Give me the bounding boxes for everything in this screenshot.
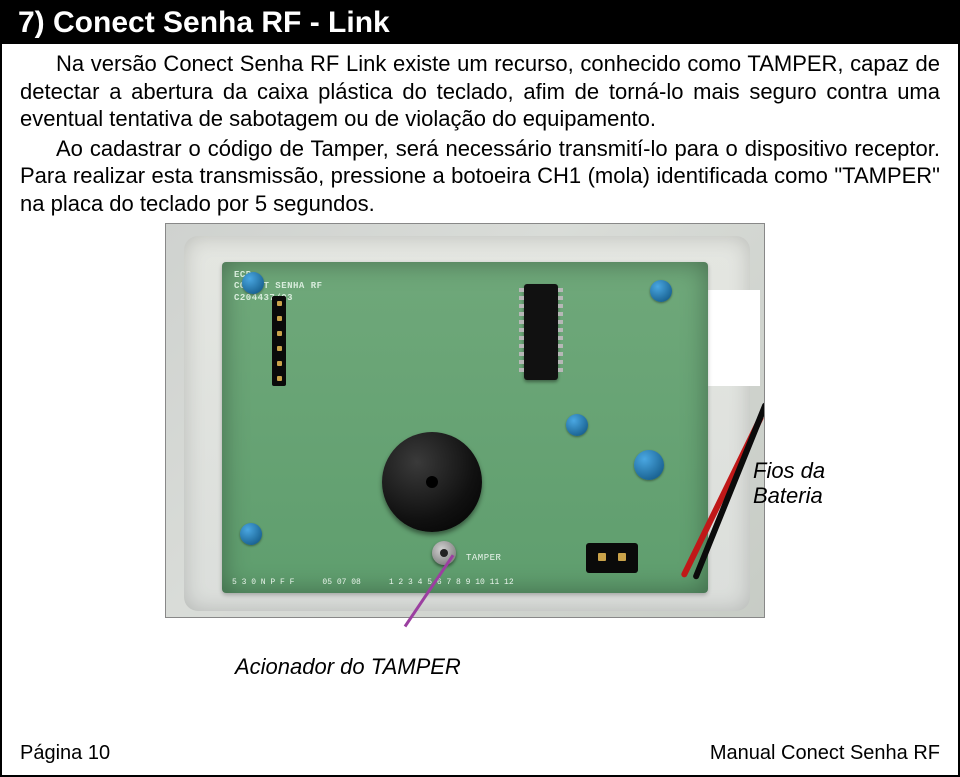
tamper-switch xyxy=(432,541,456,565)
callout-fios-line1: Fios da xyxy=(753,458,843,483)
footer-manual-title: Manual Conect Senha RF xyxy=(710,742,940,765)
capacitor xyxy=(240,523,262,545)
paragraph-2: Ao cadastrar o código de Tamper, será ne… xyxy=(20,135,940,218)
figure-wrap: ECP CONECT SENHA RF C204437/03 TAMPER xyxy=(115,223,845,643)
buzzer xyxy=(382,432,482,532)
enclosure: ECP CONECT SENHA RF C204437/03 TAMPER xyxy=(184,236,750,611)
strip-right: 1 2 3 4 5 6 7 8 9 10 11 12 xyxy=(389,578,514,587)
section-title: 7) Conect Senha RF - Link xyxy=(18,6,390,39)
callout-acionador-tamper: Acionador do TAMPER xyxy=(235,654,461,679)
pin-header xyxy=(272,296,286,386)
strip-mid: 05 07 08 xyxy=(322,578,360,587)
document-page: 7) Conect Senha RF - Link Na versão Cone… xyxy=(0,0,960,777)
tamper-silk-label: TAMPER xyxy=(466,553,501,563)
microcontroller-chip xyxy=(524,284,558,380)
strip-left: 5 3 0 N P F F xyxy=(232,578,294,587)
callout-fios-bateria: Fios da Bateria xyxy=(753,458,843,509)
capacitor xyxy=(242,272,264,294)
paragraph-1: Na versão Conect Senha RF Link existe um… xyxy=(20,50,940,133)
page-footer: Página 10 Manual Conect Senha RF xyxy=(20,742,940,765)
battery-wires xyxy=(556,397,716,597)
capacitor xyxy=(650,280,672,302)
body-text: Na versão Conect Senha RF Link existe um… xyxy=(2,44,958,217)
section-title-bar: 7) Conect Senha RF - Link xyxy=(2,2,958,44)
callout-fios-line2: Bateria xyxy=(753,483,843,508)
pcb-photo: ECP CONECT SENHA RF C204437/03 TAMPER xyxy=(165,223,765,618)
footer-page-number: Página 10 xyxy=(20,742,110,765)
